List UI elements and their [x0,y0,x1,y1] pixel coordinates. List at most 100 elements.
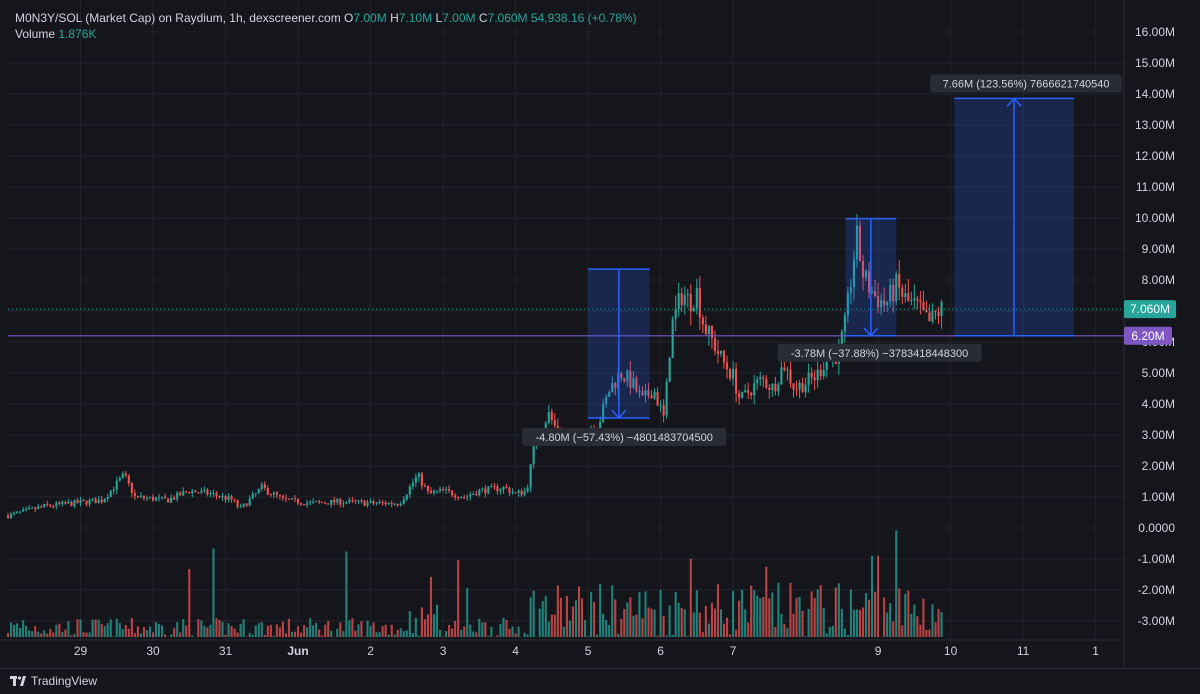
candle-body [394,504,396,505]
volume-bar [321,635,323,637]
volume-bar [738,601,740,637]
candle-body [913,299,915,301]
volume-bar [883,597,885,637]
volume-bar [696,590,698,637]
tradingview-icon [10,676,26,686]
candle-body [817,370,819,380]
volume-bar [61,632,63,637]
volume-bar [638,592,640,637]
volume-bar [940,612,942,637]
volume-bar [566,596,568,637]
high-value: 7.10M [399,11,432,25]
volume-bar [623,609,625,637]
candle-body [82,500,84,501]
volume-bar [240,624,242,637]
volume-bar [602,614,604,637]
volume-bar [563,627,565,637]
volume-bar [46,634,48,637]
volume-bar [487,636,489,637]
tradingview-logo[interactable]: TradingView [10,674,97,688]
measure-label-text: -3.78M (−37.88%) −3783418448300 [791,348,968,360]
volume-bar [13,625,15,637]
volume-bar [814,598,816,637]
candle-body [107,497,109,499]
x-tick-label: 6 [657,644,664,658]
volume-bar [366,621,368,637]
volume-bar [297,626,299,637]
x-tick-label: 9 [875,644,882,658]
close-value: 7.060M [488,11,528,25]
volume-bar [255,626,257,637]
volume-bar [723,624,725,637]
volume-bar [354,631,356,637]
candle-body [518,491,520,493]
volume-bar [844,629,846,637]
volume-bar [669,605,671,637]
volume-bar [910,614,912,637]
volume-bar [379,632,381,637]
candle-body [436,491,438,492]
volume-bar [753,590,755,637]
candle-body [741,392,743,398]
volume-bar [919,625,921,637]
volume-bar [823,608,825,637]
volume-bar [73,634,75,637]
volume-bar [203,626,205,637]
candle-body [67,502,69,504]
volume-bar [650,609,652,637]
candle-body [418,473,420,477]
price-chart[interactable]: -4.80M (−57.43%) −4801483704500-3.78M (−… [0,0,1200,668]
volume-bar [684,609,686,637]
volume-bar [717,584,719,637]
volume-bar [735,630,737,637]
candle-body [324,503,326,504]
volume-bar [708,624,710,637]
volume-bar [318,630,320,637]
volume-bar [445,631,447,637]
volume-bar [826,633,828,637]
volume-bar [611,585,613,637]
candle-body [376,503,378,504]
candle-body [179,493,181,496]
y-tick-label: 13.00M [1135,118,1175,132]
volume-bar [922,599,924,637]
candle-body [7,516,9,518]
volume-bar [227,623,229,637]
volume-bar [107,623,109,637]
volume-bar [345,551,347,637]
candle-body [687,294,689,295]
candle-body [805,385,807,393]
support-price-tag-text: 6.20M [1131,329,1164,343]
volume-bar [925,630,927,637]
candle-body [95,499,97,503]
volume-bar [448,625,450,637]
volume-bar [52,633,54,637]
volume-bar [898,588,900,637]
volume-bar [729,634,731,637]
volume-bar [599,584,601,637]
volume-bar [647,607,649,637]
candle-body [717,351,719,354]
candle-body [424,486,426,487]
candle-body [227,496,229,500]
candle-body [675,309,677,319]
candle-body [811,373,813,378]
volume-bar [786,628,788,637]
volume-bar [221,622,223,637]
change-value: 54,938.16 (+0.78%) [531,11,637,25]
candle-body [442,489,444,490]
volume-bar [360,621,362,637]
x-tick-label: 1 [1092,644,1099,658]
candle-body [327,503,329,504]
volume-bar [436,605,438,637]
volume-bar [342,631,344,637]
candle-body [702,318,704,325]
volume-bar [605,620,607,637]
candle-body [490,486,492,487]
volume-bar [780,614,782,637]
candle-body [469,495,471,496]
volume-bar [391,625,393,637]
volume-bar [85,633,87,637]
candle-body [548,412,550,423]
volume-bar [415,618,417,637]
